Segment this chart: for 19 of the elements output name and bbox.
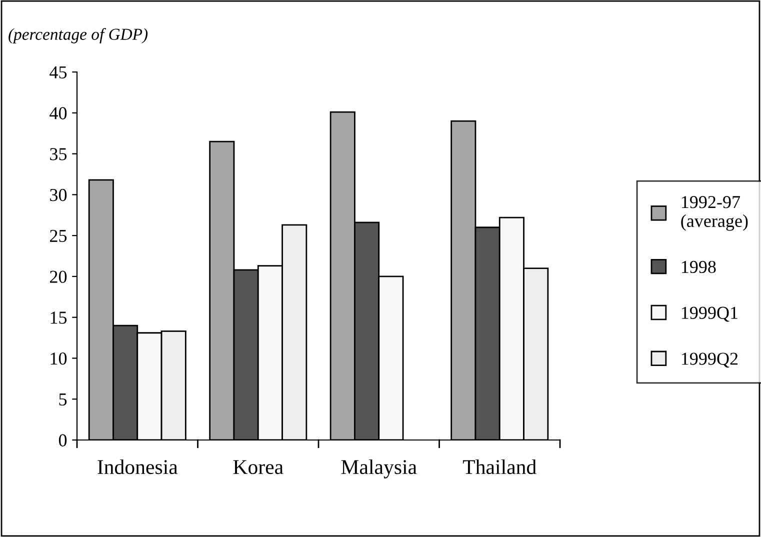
x-tick-label: Thailand (462, 459, 536, 474)
y-tick-label: 35 (50, 148, 67, 160)
y-tick-label: 40 (50, 107, 67, 120)
x-tick-label: Korea (233, 460, 284, 474)
y-tick-label: 20 (50, 270, 67, 283)
y-tick-label: 45 (50, 66, 67, 78)
x-tick-label: Malaysia (341, 459, 417, 478)
y-tick-label: 10 (50, 352, 67, 365)
x-tick-label: Indonesia (98, 459, 178, 474)
y-axis-title: (percentage of GDP) (8, 28, 148, 44)
y-tick-label: 5 (59, 394, 67, 406)
y-tick-label: 30 (50, 188, 67, 202)
legend-label: 1999Q1 (682, 306, 738, 322)
legend-label: 1999Q2 (682, 352, 738, 368)
y-tick-label: 15 (50, 312, 67, 324)
legend-label: 1998 (682, 260, 716, 274)
y-tick-label: 25 (50, 230, 67, 242)
legend-label: 1992-97 (average) (681, 196, 748, 231)
y-tick-label: 0 (58, 434, 67, 446)
